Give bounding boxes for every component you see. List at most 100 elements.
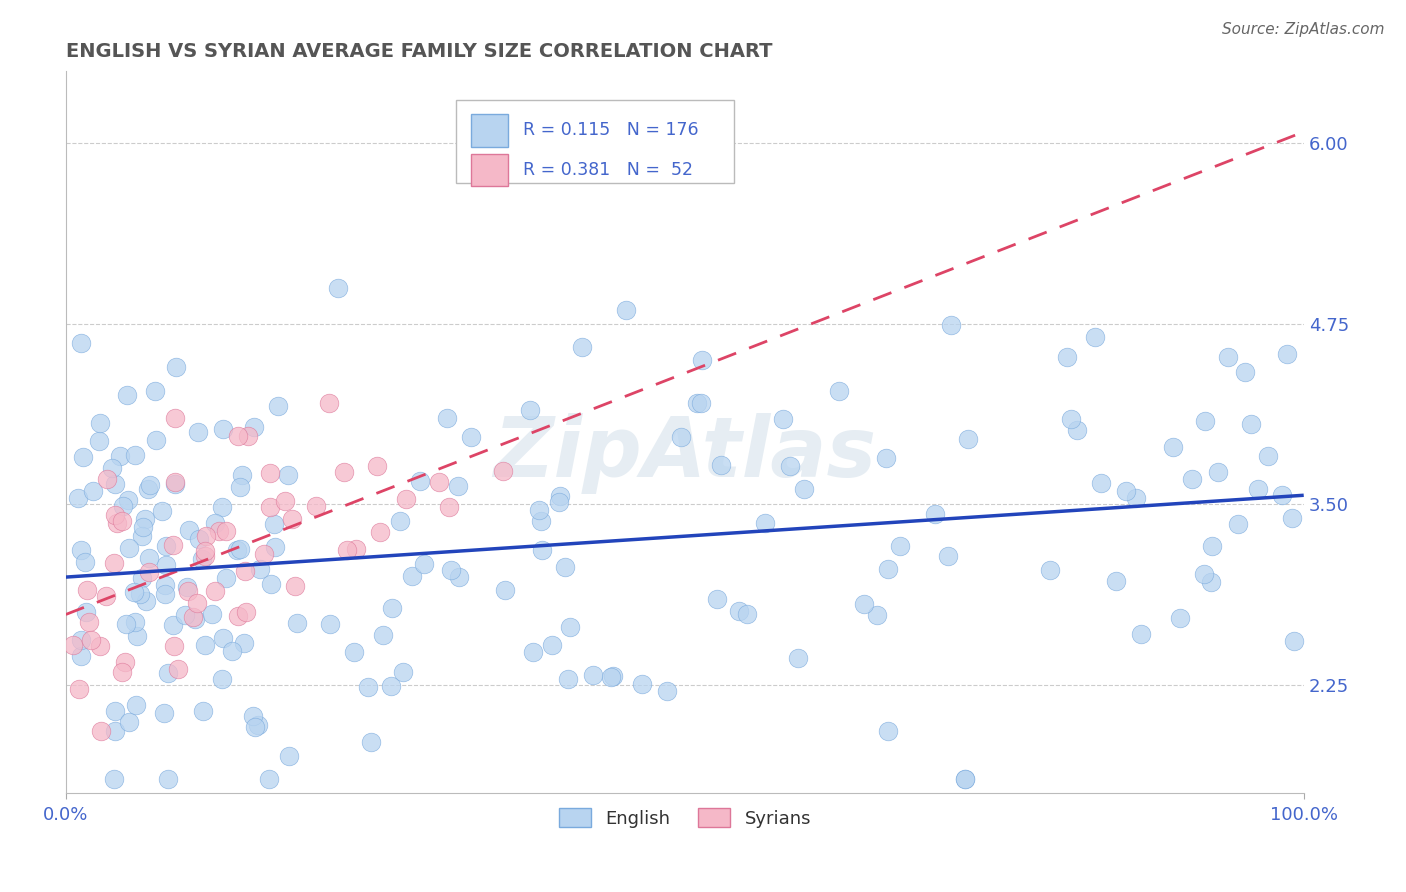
Point [184,612,207,626]
Point [655,684,678,698]
Point [1170,611,1192,625]
Point [548,494,571,508]
Point [111,665,134,680]
Point [541,638,564,652]
Point [153,706,176,721]
Point [706,592,728,607]
Point [522,645,544,659]
Point [231,467,253,482]
Point [924,507,946,521]
Point [89,416,111,430]
Point [243,721,266,735]
Point [401,569,423,583]
Point [305,499,328,513]
Point [955,772,977,786]
Point [786,651,808,665]
Bar [471,114,508,146]
Point [191,551,214,566]
Point [388,514,411,528]
Point [212,631,235,645]
Point [253,547,276,561]
Point [328,281,350,295]
Point [1271,488,1294,502]
Point [235,605,257,619]
Point [155,558,177,572]
Point [67,681,90,696]
Point [176,580,198,594]
Point [226,543,249,558]
Point [204,583,226,598]
Point [118,714,141,729]
Point [1201,539,1223,553]
Point [519,403,541,417]
Point [1039,563,1062,577]
Point [360,735,382,749]
Point [427,475,450,489]
Point [440,564,463,578]
Point [226,608,249,623]
Point [204,516,226,530]
Point [1257,449,1279,463]
Point [69,336,91,351]
Point [1130,626,1153,640]
Point [104,724,127,739]
Point [395,492,418,507]
Point [278,748,301,763]
Point [191,704,214,718]
Point [392,665,415,680]
Point [333,465,356,479]
Point [249,562,271,576]
Point [1090,475,1112,490]
Point [779,458,801,473]
Point [852,597,875,611]
Point [1181,471,1204,485]
Point [581,667,603,681]
Point [1240,417,1263,431]
Point [115,617,138,632]
Point [686,395,709,409]
Point [527,503,550,517]
Point [80,633,103,648]
Point [125,698,148,712]
Point [494,582,516,597]
Point [103,556,125,570]
Point [876,562,898,576]
Point [866,608,889,623]
Point [101,461,124,475]
Point [156,772,179,786]
Point [436,410,458,425]
Point [238,429,260,443]
Point [447,479,470,493]
Point [793,482,815,496]
Point [105,516,128,530]
Point [138,478,160,492]
Point [266,400,288,414]
Point [1246,482,1268,496]
Point [548,489,571,503]
Point [735,607,758,622]
Point [208,524,231,538]
Point [439,500,461,514]
Point [112,499,135,513]
Point [557,672,579,686]
Point [73,555,96,569]
Point [356,680,378,694]
Point [671,430,693,444]
Point [1161,440,1184,454]
Text: ENGLISH VS SYRIAN AVERAGE FAMILY SIZE CORRELATION CHART: ENGLISH VS SYRIAN AVERAGE FAMILY SIZE CO… [66,42,772,61]
Point [371,628,394,642]
Point [828,384,851,398]
Point [163,411,186,425]
Point [957,432,980,446]
Point [380,679,402,693]
Point [135,594,157,608]
Point [228,429,250,443]
Point [772,412,794,426]
Point [188,532,211,546]
Point [162,618,184,632]
Point [631,676,654,690]
Point [157,665,180,680]
Point [124,448,146,462]
Point [614,303,637,318]
Point [754,516,776,531]
